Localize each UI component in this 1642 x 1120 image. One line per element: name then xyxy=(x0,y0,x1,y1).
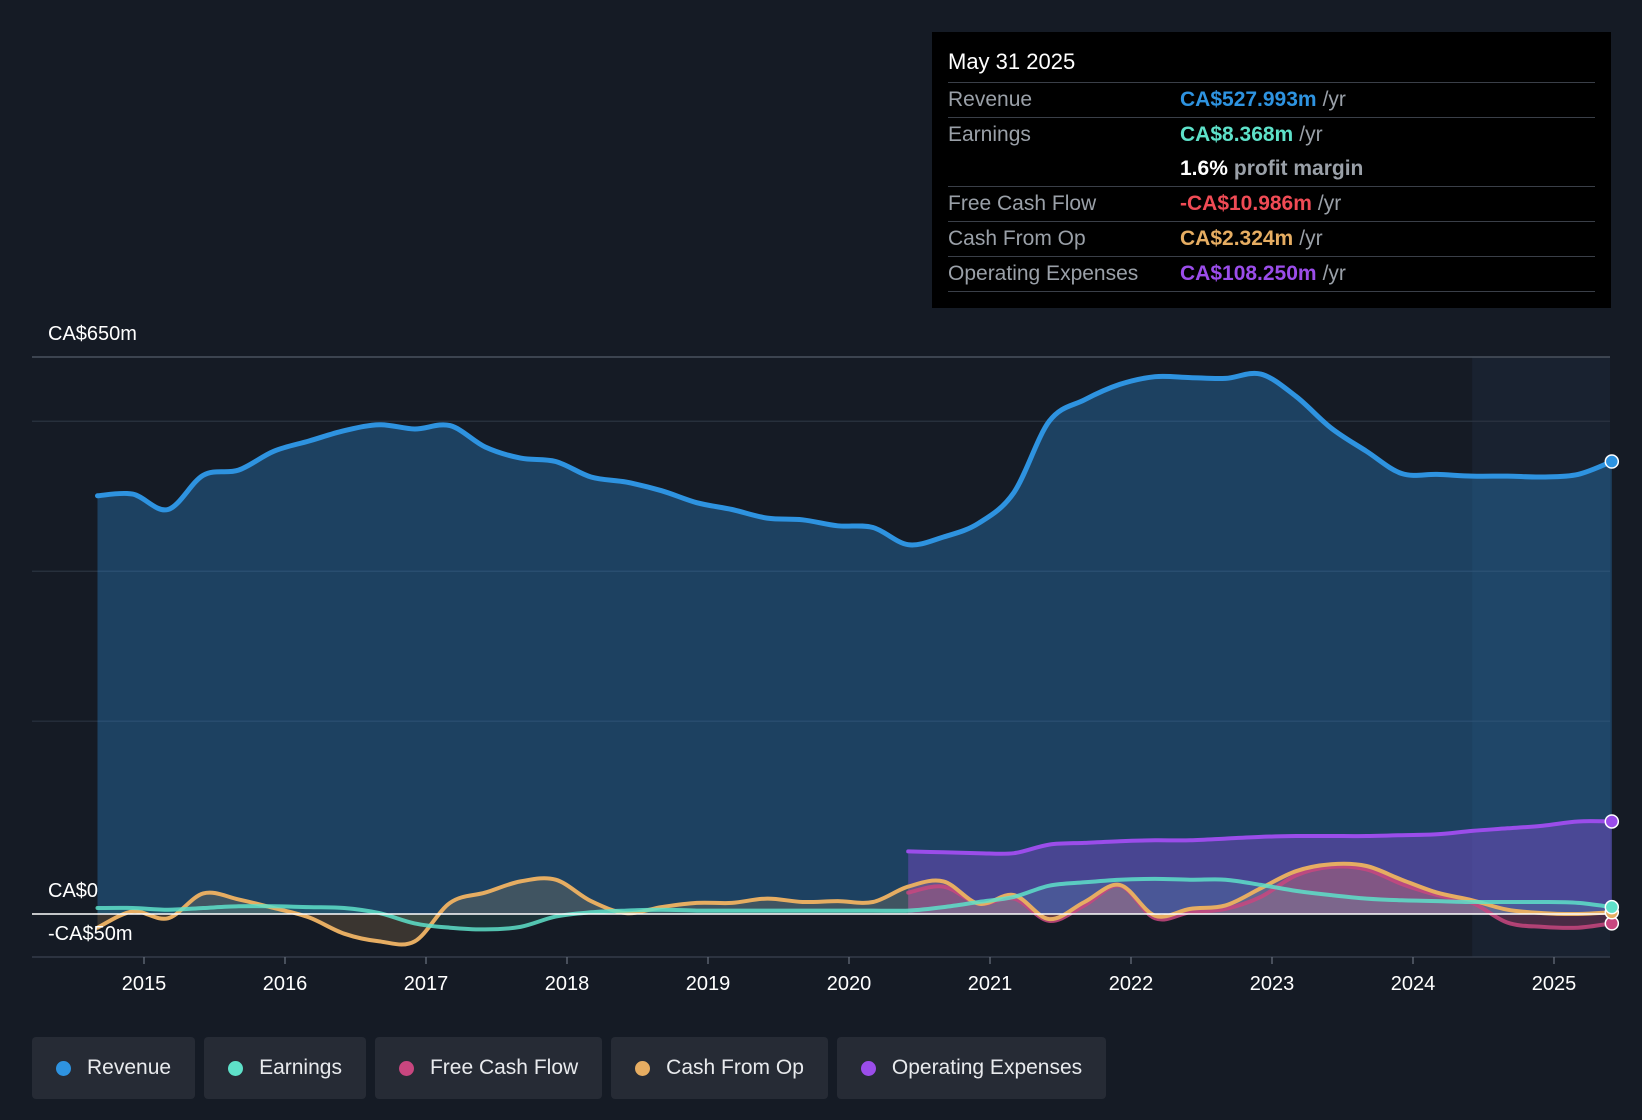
gridlines xyxy=(32,356,1610,958)
tooltip-value-revenue: CA$527.993m xyxy=(1180,88,1317,111)
operating-expenses-line xyxy=(906,819,1614,856)
x-tick-label: 2018 xyxy=(545,973,590,995)
x-tick-label: 2021 xyxy=(968,973,1013,995)
x-tick-label: 2019 xyxy=(686,973,731,995)
x-tick-label: 2015 xyxy=(122,973,167,995)
y-axis-top-label: CA$650m xyxy=(48,323,137,345)
tooltip-date: May 31 2025 xyxy=(948,32,1595,83)
legend-dot-icon xyxy=(56,1060,71,1076)
revenue-area xyxy=(97,373,1612,915)
tooltip-unit: /yr xyxy=(1322,88,1346,111)
y-axis-bottom-label: -CA$50m xyxy=(48,923,132,945)
x-tick-label: 2025 xyxy=(1532,973,1577,995)
legend-label: Revenue xyxy=(87,1056,172,1079)
legend-item-operating-expenses[interactable]: Operating Expenses xyxy=(836,1037,1107,1099)
legend-item-revenue[interactable]: Revenue xyxy=(32,1037,196,1099)
legend-label: Earnings xyxy=(259,1056,342,1079)
legend-dot-icon xyxy=(398,1060,414,1076)
earnings-line xyxy=(95,876,1614,932)
revenue-line xyxy=(95,370,1615,548)
tooltip-unit: profit margin xyxy=(1233,157,1364,180)
tooltip-label: Free Cash Flow xyxy=(948,192,1097,215)
free-cash-flow-line xyxy=(906,864,1614,930)
tooltip-row-earnings: Earnings CA$8.368m /yr xyxy=(948,118,1595,152)
legend-label: Free Cash Flow xyxy=(429,1056,579,1079)
tooltip-unit: /yr xyxy=(1299,123,1323,146)
tooltip-label: Revenue xyxy=(948,88,1033,111)
tooltip-unit: /yr xyxy=(1317,192,1342,215)
x-tick-label: 2017 xyxy=(404,973,449,995)
legend-item-cash-from-op[interactable]: Cash From Op xyxy=(611,1037,828,1099)
tooltip-row-free-cash-flow: Free Cash Flow -CA$10.986m /yr xyxy=(948,187,1595,222)
legend-dot-icon xyxy=(860,1060,876,1076)
legend-label: Operating Expenses xyxy=(891,1056,1083,1079)
y-axis-zero-label: CA$0 xyxy=(48,880,98,902)
chart-legend: Revenue Earnings Free Cash Flow Cash Fro… xyxy=(32,1037,1107,1099)
tooltip-value-operating-expenses: CA$108.250m xyxy=(1180,262,1317,285)
tooltip-value-free-cash-flow: -CA$10.986m xyxy=(1180,192,1312,215)
legend-label: Cash From Op xyxy=(666,1056,804,1079)
tooltip-label: Earnings xyxy=(948,123,1031,146)
x-tick-label: 2023 xyxy=(1250,973,1295,995)
tooltip-row-revenue: Revenue CA$527.993m /yr xyxy=(948,83,1595,118)
tooltip-unit: /yr xyxy=(1299,227,1323,250)
legend-item-earnings[interactable]: Earnings xyxy=(204,1037,366,1099)
tooltip-unit: /yr xyxy=(1322,262,1346,285)
x-axis-ticks: 2015 2016 2017 2018 2019 2020 2021 2022 2023 2024… xyxy=(122,957,1577,995)
tooltip-panel: May 31 2025 Revenue CA$527.993m /yr Earn… xyxy=(932,32,1611,308)
x-tick-label: 2022 xyxy=(1109,973,1154,995)
tooltip-value-profit-margin: 1.6% xyxy=(1180,157,1228,180)
legend-dot-icon xyxy=(635,1060,651,1076)
earnings-area xyxy=(97,878,1612,930)
earnings-end-dot xyxy=(1604,899,1620,915)
tooltip-label: Cash From Op xyxy=(948,227,1086,250)
series-lines xyxy=(95,370,1615,947)
legend-dot-icon xyxy=(228,1060,244,1076)
series-areas xyxy=(97,373,1612,945)
x-tick-label: 2020 xyxy=(827,973,872,995)
x-tick-label: 2024 xyxy=(1391,973,1436,995)
tooltip-label xyxy=(948,152,1180,186)
free-cash-flow-area xyxy=(908,866,1612,928)
cash-from-op-line xyxy=(95,861,1614,947)
tooltip-label: Operating Expenses xyxy=(948,262,1139,285)
legend-item-free-cash-flow[interactable]: Free Cash Flow xyxy=(374,1037,603,1099)
operating-expenses-end-dot xyxy=(1604,814,1620,829)
tooltip-row-profit-margin: 1.6% profit margin xyxy=(948,152,1595,187)
x-tick-label: 2016 xyxy=(263,973,308,995)
revenue-end-dot xyxy=(1604,454,1620,469)
tooltip-value-cash-from-op: CA$2.324m xyxy=(1180,227,1294,250)
series-end-dots xyxy=(1604,454,1620,931)
tooltip-value-earnings: CA$8.368m xyxy=(1180,123,1294,146)
tooltip-row-operating-expenses: Operating Expenses CA$108.250m /yr xyxy=(948,257,1595,292)
tooltip-row-cash-from-op: Cash From Op CA$2.324m /yr xyxy=(948,222,1595,257)
forecast-region xyxy=(1472,357,1610,957)
